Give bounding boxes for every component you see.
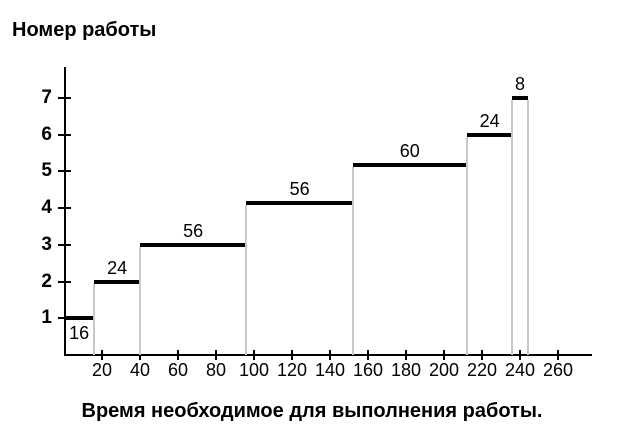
y-axis-tick <box>58 133 71 136</box>
x-tick-label: 60 <box>167 360 189 380</box>
x-axis-tick <box>253 350 255 360</box>
x-tick-label: 40 <box>129 360 151 380</box>
x-axis-tick <box>101 350 103 360</box>
drop-line <box>351 167 354 355</box>
x-tick-label: 80 <box>205 360 227 380</box>
drop-line <box>245 204 248 355</box>
x-tick-label: 160 <box>352 360 384 380</box>
x-tick-label: 220 <box>466 360 498 380</box>
y-axis-tick <box>58 97 71 100</box>
task-duration-label: 60 <box>399 141 420 162</box>
y-tick-label: 1 <box>41 307 52 329</box>
x-axis-line <box>64 354 592 356</box>
x-axis-tick <box>329 350 331 360</box>
task-bar <box>352 163 467 168</box>
x-tick-label: 100 <box>238 360 270 380</box>
y-tick-label: 3 <box>41 233 52 255</box>
task-duration-label: 56 <box>183 220 204 241</box>
chart-title: Номер работы <box>12 19 157 41</box>
x-axis-tick <box>215 350 217 360</box>
task-bar <box>140 242 247 247</box>
x-axis-tick <box>367 350 369 360</box>
task-bar <box>246 200 353 205</box>
y-axis-line <box>64 67 66 356</box>
drop-line <box>139 246 141 355</box>
drop-line <box>93 283 96 355</box>
x-axis-tick <box>557 350 559 360</box>
x-tick-label: 260 <box>542 360 574 380</box>
task-bar <box>512 96 528 101</box>
y-axis-tick <box>58 243 71 246</box>
x-tick-label: 20 <box>91 360 113 380</box>
task-bar <box>466 132 513 137</box>
y-tick-label: 5 <box>41 160 52 182</box>
x-tick-label: 120 <box>276 360 308 380</box>
y-axis-tick <box>58 170 71 173</box>
x-axis-tick <box>405 350 407 360</box>
y-tick-label: 4 <box>41 197 52 219</box>
x-tick-label: 180 <box>390 360 422 380</box>
x-tick-label: 140 <box>314 360 346 380</box>
x-axis-tick <box>139 350 141 360</box>
y-axis-tick <box>58 207 71 210</box>
x-tick-label: 200 <box>428 360 460 380</box>
x-axis-tick <box>291 350 293 360</box>
x-axis-tick <box>481 350 483 360</box>
x-axis-title: Время необходимое для выполнения работы. <box>81 400 543 422</box>
task-duration-label: 24 <box>479 110 500 131</box>
y-tick-label: 6 <box>41 123 52 145</box>
task-bar <box>94 279 140 284</box>
x-axis-tick <box>177 350 179 360</box>
drop-line <box>465 136 468 355</box>
y-tick-label: 2 <box>41 270 52 292</box>
x-tick-label: 240 <box>504 360 536 380</box>
y-axis-tick <box>58 280 71 283</box>
task-duration-label: 56 <box>289 178 310 199</box>
task-duration-label: 16 <box>69 323 90 344</box>
task-duration-label: 8 <box>514 74 525 95</box>
drop-line <box>526 100 529 355</box>
x-axis-tick <box>519 350 521 360</box>
drop-line <box>511 100 514 355</box>
task-duration-label: 24 <box>107 257 128 278</box>
task-bar <box>64 316 95 321</box>
x-axis-tick <box>443 350 445 360</box>
y-tick-label: 7 <box>41 87 52 109</box>
